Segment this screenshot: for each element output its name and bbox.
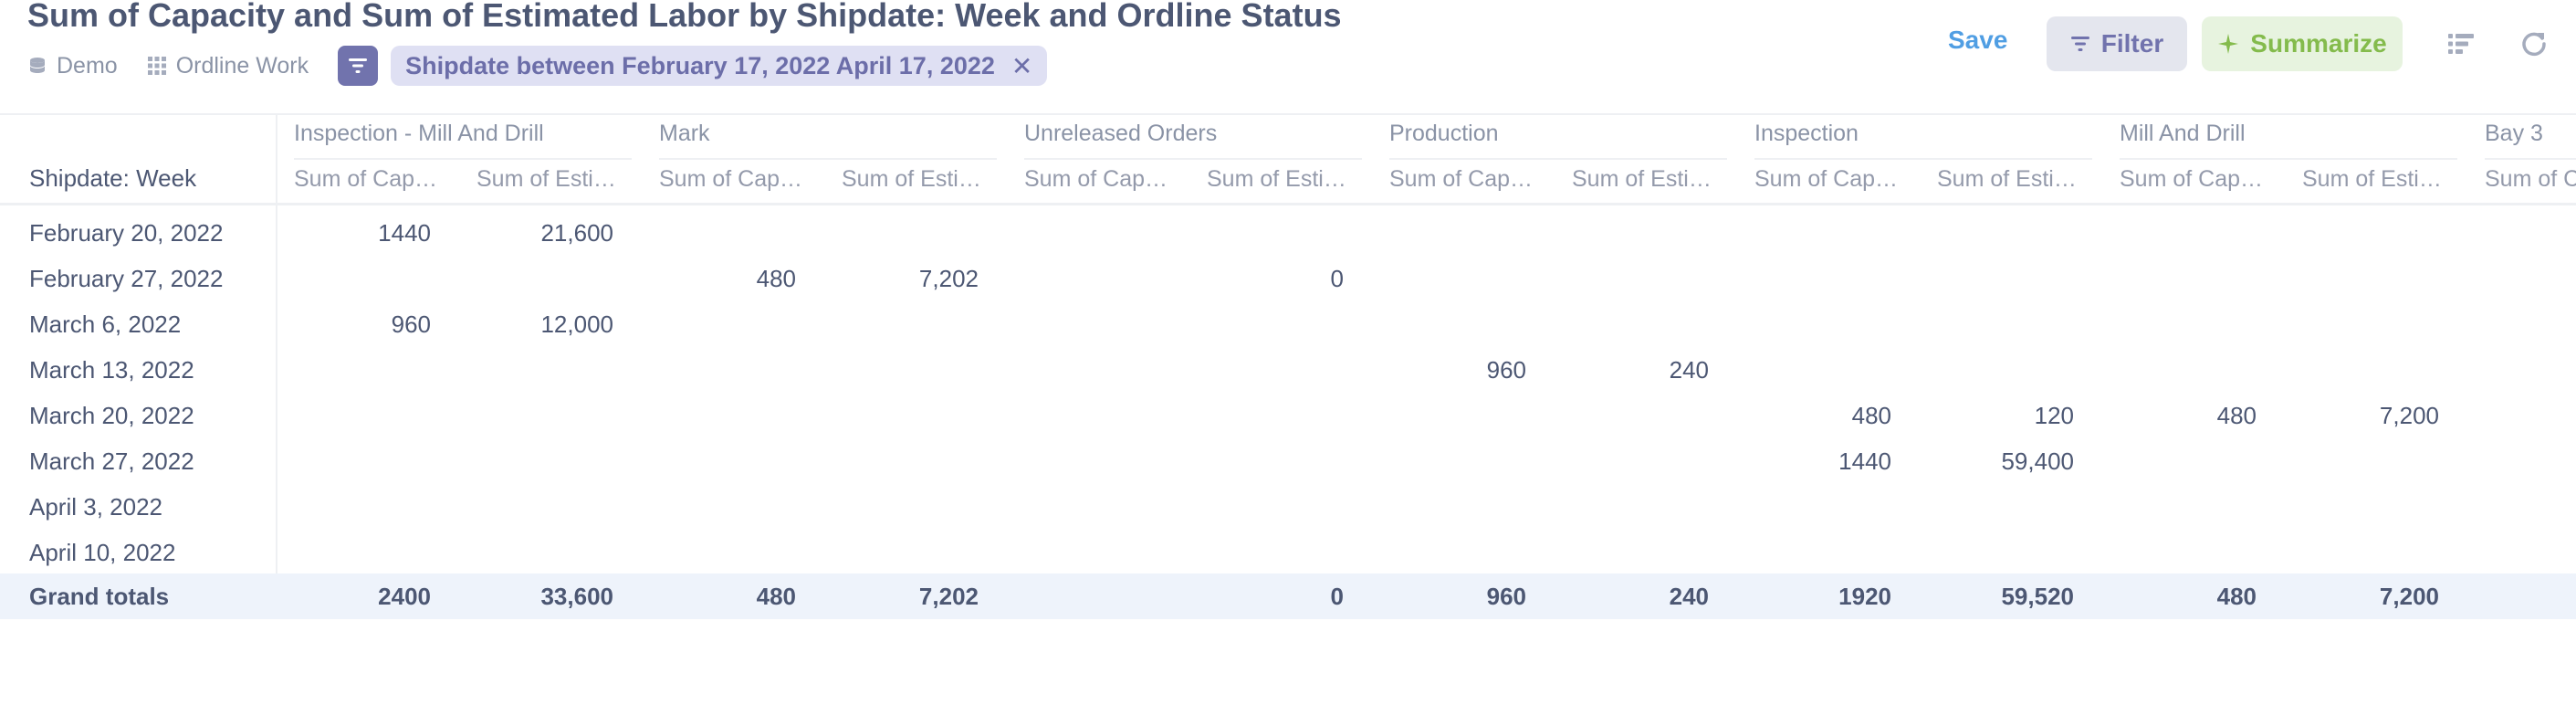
table-cell[interactable]: 240 (1669, 356, 1709, 384)
table-cell[interactable]: 12,000 (540, 310, 613, 338)
column-group-header[interactable]: Inspection (1754, 121, 1859, 146)
save-button[interactable]: Save (1948, 26, 2008, 54)
total-cell[interactable]: 7,200 (2379, 583, 2439, 610)
filter-toggle-button[interactable] (338, 46, 379, 86)
divider (0, 203, 2576, 205)
table-cell[interactable]: 480 (2216, 402, 2257, 429)
breadcrumb-table[interactable]: Ordline Work (147, 53, 309, 79)
total-cell[interactable]: 480 (756, 583, 796, 610)
total-cell[interactable]: 240 (1669, 583, 1709, 610)
breadcrumb-table-label: Ordline Work (175, 52, 309, 79)
total-cell[interactable]: 0 (1330, 583, 1344, 610)
filter-pill[interactable]: Shipdate between February 17, 2022 April… (391, 46, 1048, 86)
table-cell[interactable]: 0 (1330, 265, 1344, 292)
column-subheader-capacity[interactable]: Sum of Capac… (1754, 166, 1910, 192)
column-subheader-capacity[interactable]: Sum of Capac… (2485, 166, 2576, 192)
question-title: Sum of Capacity and Sum of Estimated Lab… (27, 0, 1342, 34)
row-header-label[interactable]: Shipdate: Week (29, 164, 197, 192)
column-group-header[interactable]: Mark (659, 121, 710, 146)
grand-totals-label: Grand totals (29, 583, 170, 610)
column-subheader-labor[interactable]: Sum of Estim… (476, 166, 632, 192)
row-label[interactable]: April 3, 2022 (29, 493, 162, 521)
column-subheader-labor[interactable]: Sum of Estim… (2302, 166, 2457, 192)
filter-icon (349, 58, 368, 73)
table-cell[interactable]: 1440 (1838, 447, 1891, 475)
row-label[interactable]: March 27, 2022 (29, 447, 194, 475)
breadcrumb: Demo Ordline Work Shipdate between Febru… (27, 46, 1048, 86)
column-subheader-labor[interactable]: Sum of Estim… (1207, 166, 1362, 192)
column-subheader-capacity[interactable]: Sum of Capac… (659, 166, 814, 192)
row-label[interactable]: April 10, 2022 (29, 539, 176, 566)
total-cell[interactable]: 59,520 (2001, 583, 2074, 610)
table-cell[interactable]: 960 (391, 310, 431, 338)
divider (2485, 158, 2576, 160)
total-cell[interactable]: 33,600 (540, 583, 613, 610)
grand-totals-row (0, 573, 2576, 619)
breadcrumb-database-label: Demo (57, 52, 118, 79)
sparkle-icon (2218, 34, 2239, 54)
row-label[interactable]: February 27, 2022 (29, 265, 224, 292)
table-cell[interactable]: 480 (1851, 402, 1891, 429)
table-cell[interactable]: 59,400 (2001, 447, 2074, 475)
filter-button[interactable]: Filter (2047, 16, 2187, 71)
table-cell[interactable]: 960 (1486, 356, 1526, 384)
column-subheader-labor[interactable]: Sum of Estim… (1572, 166, 1727, 192)
refresh-button[interactable] (2518, 27, 2550, 60)
close-icon[interactable]: ✕ (1011, 51, 1033, 80)
grid-icon (147, 57, 166, 75)
filter-pill-label: Shipdate between February 17, 2022 April… (405, 51, 995, 79)
column-subheader-capacity[interactable]: Sum of Capac… (1024, 166, 1179, 192)
column-group-header[interactable]: Production (1389, 121, 1499, 146)
column-subheader-capacity[interactable]: Sum of Capac… (294, 166, 449, 192)
column-group-header[interactable]: Bay 3 (2485, 121, 2543, 146)
total-cell[interactable]: 480 (2216, 583, 2257, 610)
divider (294, 158, 632, 160)
summarize-button-label: Summarize (2250, 29, 2387, 58)
list-icon (2448, 34, 2474, 54)
table-cell[interactable]: 7,200 (2379, 402, 2439, 429)
total-cell[interactable]: 7,202 (918, 583, 979, 610)
divider (1389, 158, 1727, 160)
row-label[interactable]: March 6, 2022 (29, 310, 182, 338)
column-subheader-capacity[interactable]: Sum of Capac… (2120, 166, 2275, 192)
breadcrumb-database[interactable]: Demo (27, 53, 118, 79)
notebook-editor-button[interactable] (2445, 27, 2477, 60)
divider (1754, 158, 2092, 160)
row-label[interactable]: February 20, 2022 (29, 219, 224, 247)
divider (1024, 158, 1362, 160)
row-header-column: Shipdate: Week (0, 115, 277, 617)
table-cell[interactable]: 21,600 (540, 219, 613, 247)
table-cell[interactable]: 120 (2034, 402, 2074, 429)
row-label[interactable]: March 13, 2022 (29, 356, 194, 384)
summarize-button[interactable]: Summarize (2202, 16, 2403, 71)
table-cell[interactable]: 1440 (378, 219, 431, 247)
filter-icon (2070, 37, 2089, 51)
column-group-header[interactable]: Mill And Drill (2120, 121, 2246, 146)
divider (2120, 158, 2457, 160)
column-subheader-labor[interactable]: Sum of Estim… (842, 166, 997, 192)
row-label[interactable]: March 20, 2022 (29, 402, 194, 429)
column-subheader-labor[interactable]: Sum of Estim… (1937, 166, 2092, 192)
total-cell[interactable]: 1920 (1838, 583, 1891, 610)
divider (659, 158, 997, 160)
refresh-icon (2522, 32, 2546, 57)
column-group-header[interactable]: Unreleased Orders (1024, 121, 1218, 146)
filter-button-label: Filter (2100, 29, 2164, 58)
database-icon (30, 58, 45, 73)
column-group-header[interactable]: Inspection - Mill And Drill (294, 121, 544, 146)
table-cell[interactable]: 480 (756, 265, 796, 292)
table-cell[interactable]: 7,202 (918, 265, 979, 292)
question-header: Sum of Capacity and Sum of Estimated Lab… (0, 0, 2576, 115)
total-cell[interactable]: 960 (1486, 583, 1526, 610)
column-subheader-capacity[interactable]: Sum of Capac… (1389, 166, 1545, 192)
total-cell[interactable]: 2400 (378, 583, 431, 610)
